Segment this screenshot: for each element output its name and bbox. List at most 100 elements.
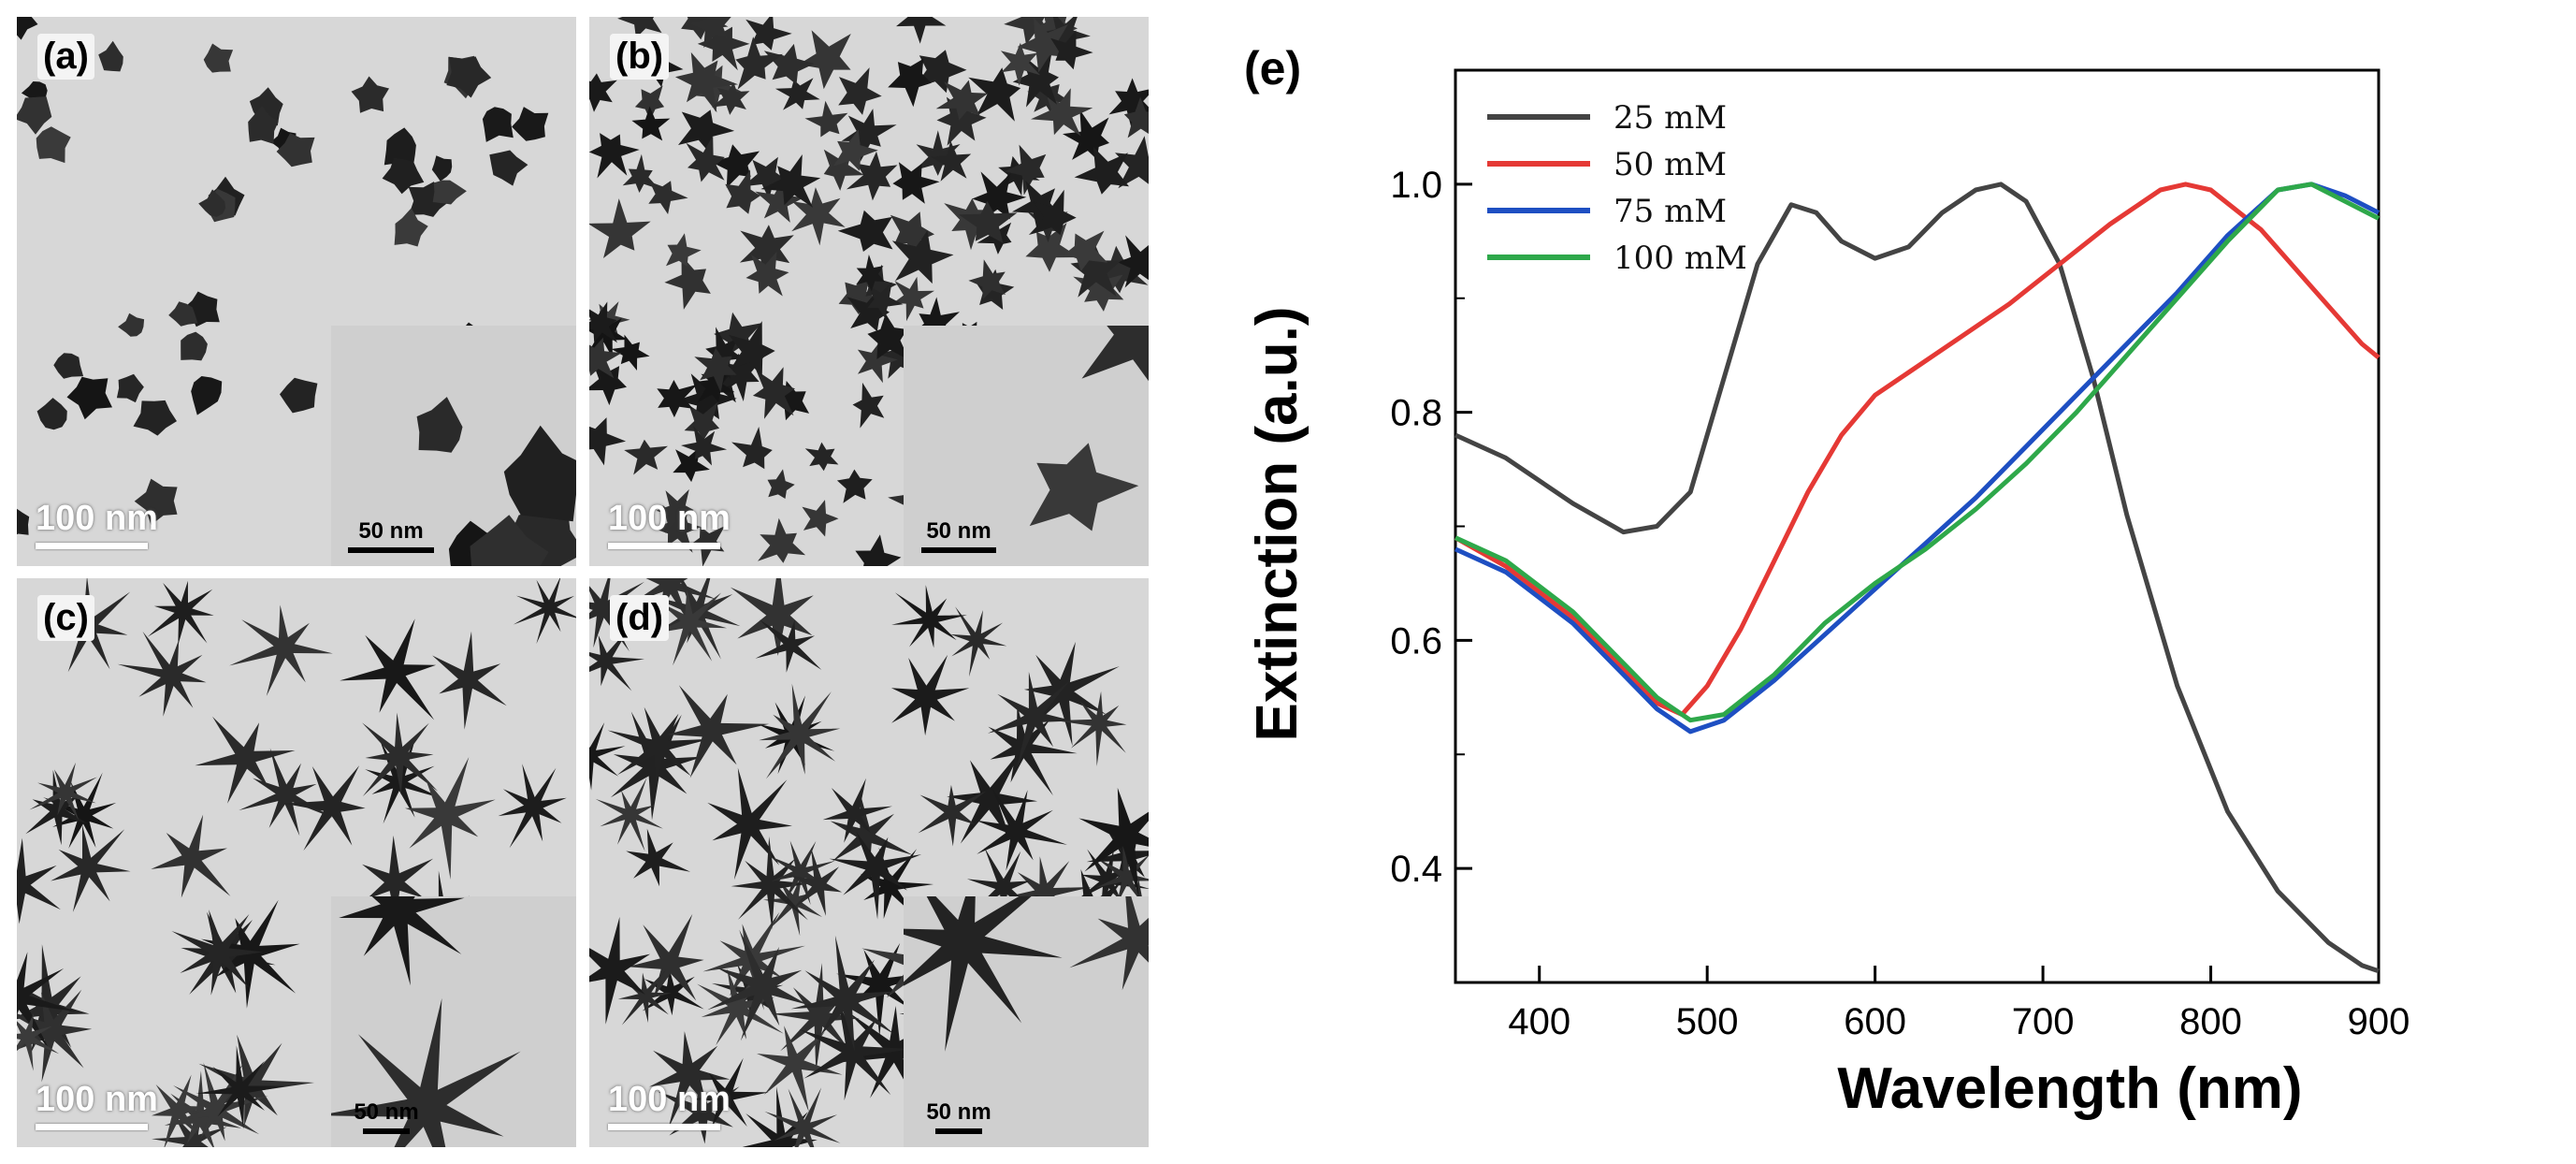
tem-particle (760, 154, 821, 208)
series-line (1454, 182, 2381, 735)
tem-particle (617, 17, 662, 38)
tem-particle (833, 129, 878, 171)
tem-particle (340, 618, 437, 720)
tem-particle (1078, 787, 1149, 897)
tem-particle (804, 442, 839, 472)
y-tick-label: 1.0 (1390, 165, 1442, 206)
tem-particle (830, 793, 913, 866)
plot-area: 400 500 600 700 800 900 0.4 0.6 0.8 1.0 (1390, 68, 2410, 1042)
tem-inset-particles (1029, 326, 1149, 531)
tem-particle (930, 140, 972, 182)
y-tick-label: 0.8 (1390, 393, 1442, 434)
tem-particle (168, 301, 198, 327)
tem-particle (470, 515, 549, 566)
tem-particle (408, 182, 451, 217)
plot-frame (1454, 68, 2381, 984)
tem-particle (674, 51, 739, 113)
tem-particle (1031, 88, 1093, 137)
tem-particle (173, 1062, 268, 1142)
tem-inset-particles (904, 896, 1149, 1052)
tem-particle (607, 706, 711, 791)
tem-particle (768, 840, 835, 906)
tem-particle (164, 1070, 242, 1147)
tem-particle (896, 17, 947, 44)
y-axis-label: Extinction (a.u.) (1245, 307, 1310, 742)
tem-particle (1081, 326, 1149, 382)
tem-particle (248, 106, 279, 144)
tem-particle (513, 578, 576, 645)
tem-particle (649, 1031, 731, 1128)
tem-particle (589, 722, 626, 791)
tem-particle (181, 331, 208, 361)
tem-particle (1050, 30, 1093, 70)
tem-particle (711, 82, 750, 115)
tem-particle (1108, 78, 1149, 132)
tem-particle (1074, 147, 1129, 195)
tem-particle (642, 968, 704, 1016)
tem-particle (890, 654, 970, 736)
tem-particle (589, 628, 644, 691)
tem-particle (404, 757, 496, 880)
tem-particle (191, 376, 223, 415)
tem-particle (589, 301, 618, 343)
tem-particle (1123, 96, 1149, 138)
tem-particle (589, 578, 647, 652)
tem-particle (856, 255, 886, 292)
tem-panel-c: 50 nm (c) 100 nm (17, 578, 576, 1147)
tem-particle (745, 17, 792, 51)
tem-particle (17, 17, 38, 40)
tem-particle (203, 43, 234, 73)
x-tick-label: 500 (1676, 1001, 1739, 1042)
tem-particle (666, 233, 702, 267)
series-line (1454, 182, 2381, 723)
tem-particle (627, 913, 704, 1001)
tem-particle (892, 162, 940, 204)
tem-particle (757, 1026, 843, 1113)
scale-label: 100 nm (36, 1080, 158, 1119)
tem-particle (29, 762, 97, 822)
x-tick-label: 800 (2179, 1001, 2242, 1042)
tem-particle (802, 500, 839, 537)
tem-particle (589, 337, 622, 379)
tem-particle (841, 109, 897, 162)
tem-particle (890, 211, 934, 265)
tem-particle (752, 367, 795, 419)
tem-particle (1025, 223, 1079, 272)
tem-particle (891, 585, 967, 648)
tem-particle (1029, 443, 1139, 531)
tem-particle (697, 364, 735, 403)
tem-particle (351, 76, 389, 113)
tem-particle (836, 942, 933, 1038)
tem-particle (229, 604, 333, 696)
tem-particle (836, 469, 873, 503)
tem-particle (823, 146, 864, 191)
tem-particle (151, 814, 231, 898)
tem-particle (891, 230, 954, 284)
tem-particle (147, 580, 214, 646)
inset-scale-bar: 50 nm (917, 1099, 1001, 1134)
tem-particle (686, 135, 725, 182)
panel-label: (a) (37, 34, 94, 80)
tem-particle (198, 1034, 315, 1127)
tem-particle (432, 180, 467, 205)
tem-particle (276, 133, 315, 167)
tem-particle (498, 764, 567, 849)
tem-particle (935, 80, 989, 121)
scale-bar: 100 nm (608, 1080, 731, 1130)
tem-particle (798, 30, 851, 90)
tem-particle (867, 282, 904, 318)
tem-particle (846, 151, 898, 201)
tem-particle (431, 155, 453, 182)
tem-particle (867, 313, 910, 361)
tem-particle (949, 606, 1007, 677)
chart-panel-label: (e) (1244, 42, 1301, 95)
tem-particle (763, 43, 815, 85)
tem-particle (731, 427, 773, 470)
tem-particle (362, 835, 434, 917)
tem-particle (656, 488, 694, 533)
tem-particle (624, 439, 668, 475)
extinction-chart: (e) 400 500 600 700 800 900 0.4 0.6 0.8 1.0 Wavel… (1244, 42, 2410, 1121)
tem-particle (697, 22, 750, 71)
tem-particle (43, 772, 117, 849)
tem-particle (17, 837, 61, 924)
